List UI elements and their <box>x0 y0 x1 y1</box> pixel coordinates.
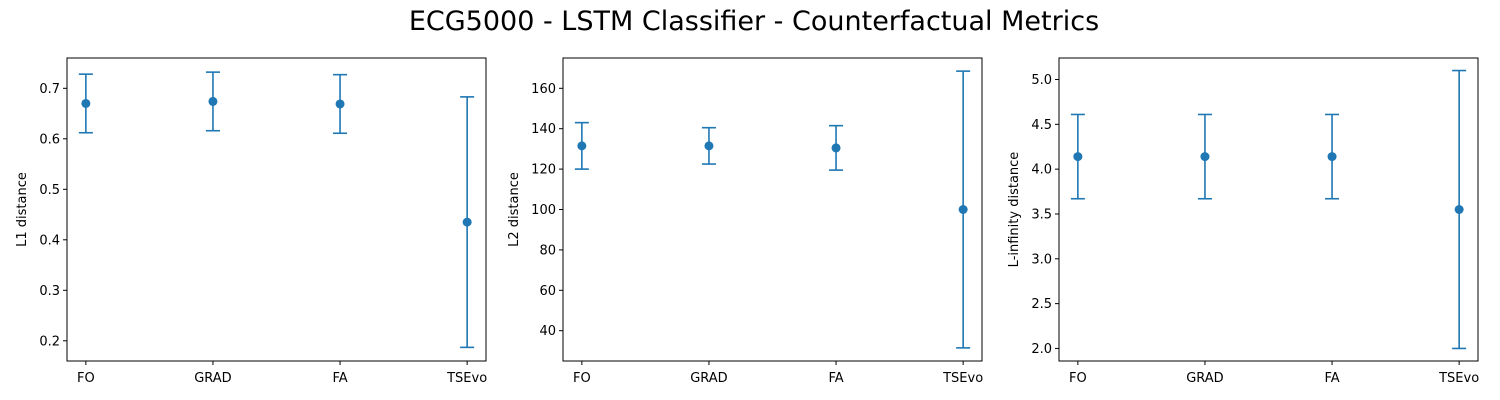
y-tick-label: 80 <box>539 243 556 258</box>
y-tick-label: 5.0 <box>1031 73 1052 88</box>
x-tick-label: TSEvo <box>446 371 487 386</box>
y-tick-label: 0.3 <box>39 284 60 299</box>
y-tick-label: 2.0 <box>1031 342 1052 357</box>
data-point <box>1073 152 1083 162</box>
data-point <box>208 96 218 106</box>
x-tick-label: TSEvo <box>942 371 983 386</box>
y-axis-label: L-infinity distance <box>1007 152 1022 268</box>
data-point <box>831 143 841 153</box>
plot-area <box>562 57 983 362</box>
x-tick-label: FA <box>1324 371 1339 386</box>
x-tick-label: FO <box>1069 371 1087 386</box>
data-point <box>1327 152 1337 162</box>
plot-area <box>1058 57 1479 362</box>
y-tick-label: 4.0 <box>1031 163 1052 178</box>
y-tick-label: 0.2 <box>39 334 60 349</box>
data-point <box>1454 205 1464 214</box>
data-point <box>577 141 587 151</box>
y-tick-label: 3.0 <box>1031 252 1052 267</box>
y-tick-label: 0.4 <box>39 233 60 248</box>
figure-title: ECG5000 - LSTM Classifier - Counterfactu… <box>409 6 1099 37</box>
chart-panel-3: 2.0 2.5 3.0 3.5 4.0 4.5 5.0 FO GRAD FA TSEvo L-infi… <box>1007 57 1479 386</box>
x-tick-label: GRAD <box>1186 371 1223 386</box>
y-tick-label: 4.5 <box>1031 118 1052 133</box>
data-point <box>81 98 91 108</box>
data-point <box>335 99 345 109</box>
data-point <box>462 217 472 227</box>
data-point <box>958 205 968 214</box>
x-tick-label: FO <box>573 371 591 386</box>
y-tick-label: 0.6 <box>39 132 60 147</box>
y-tick-label: 0.5 <box>39 183 60 198</box>
y-tick-label: 60 <box>539 284 556 299</box>
x-tick-label: GRAD <box>690 371 727 386</box>
y-tick-label: 120 <box>531 163 556 178</box>
y-tick-label: 3.5 <box>1031 207 1052 222</box>
x-tick-label: GRAD <box>194 371 231 386</box>
data-point <box>704 141 714 151</box>
chart-panels: 0.2 0.3 0.4 0.5 0.6 0.7 FO GRAD FA TSEvo L1 distan… <box>15 57 1479 386</box>
y-tick-label: 100 <box>531 203 556 218</box>
x-tick-label: FO <box>77 371 95 386</box>
x-tick-label: TSEvo <box>1438 371 1479 386</box>
y-axis-label: L1 distance <box>15 172 30 247</box>
y-tick-label: 140 <box>531 122 556 137</box>
x-tick-label: FA <box>332 371 347 386</box>
y-tick-label: 0.7 <box>39 82 60 97</box>
plot-area <box>66 57 487 362</box>
chart-panel-2: 40 60 80 100 120 140 160 FO GRAD FA TSEvo L2 distan… <box>507 57 983 386</box>
x-tick-label: FA <box>828 371 843 386</box>
y-tick-label: 40 <box>539 324 556 339</box>
data-point <box>1200 152 1210 162</box>
y-tick-label: 160 <box>531 82 556 97</box>
y-tick-label: 2.5 <box>1031 297 1052 312</box>
y-axis-label: L2 distance <box>507 172 522 247</box>
chart-panel-1: 0.2 0.3 0.4 0.5 0.6 0.7 FO GRAD FA TSEvo L1 distan… <box>15 57 487 386</box>
